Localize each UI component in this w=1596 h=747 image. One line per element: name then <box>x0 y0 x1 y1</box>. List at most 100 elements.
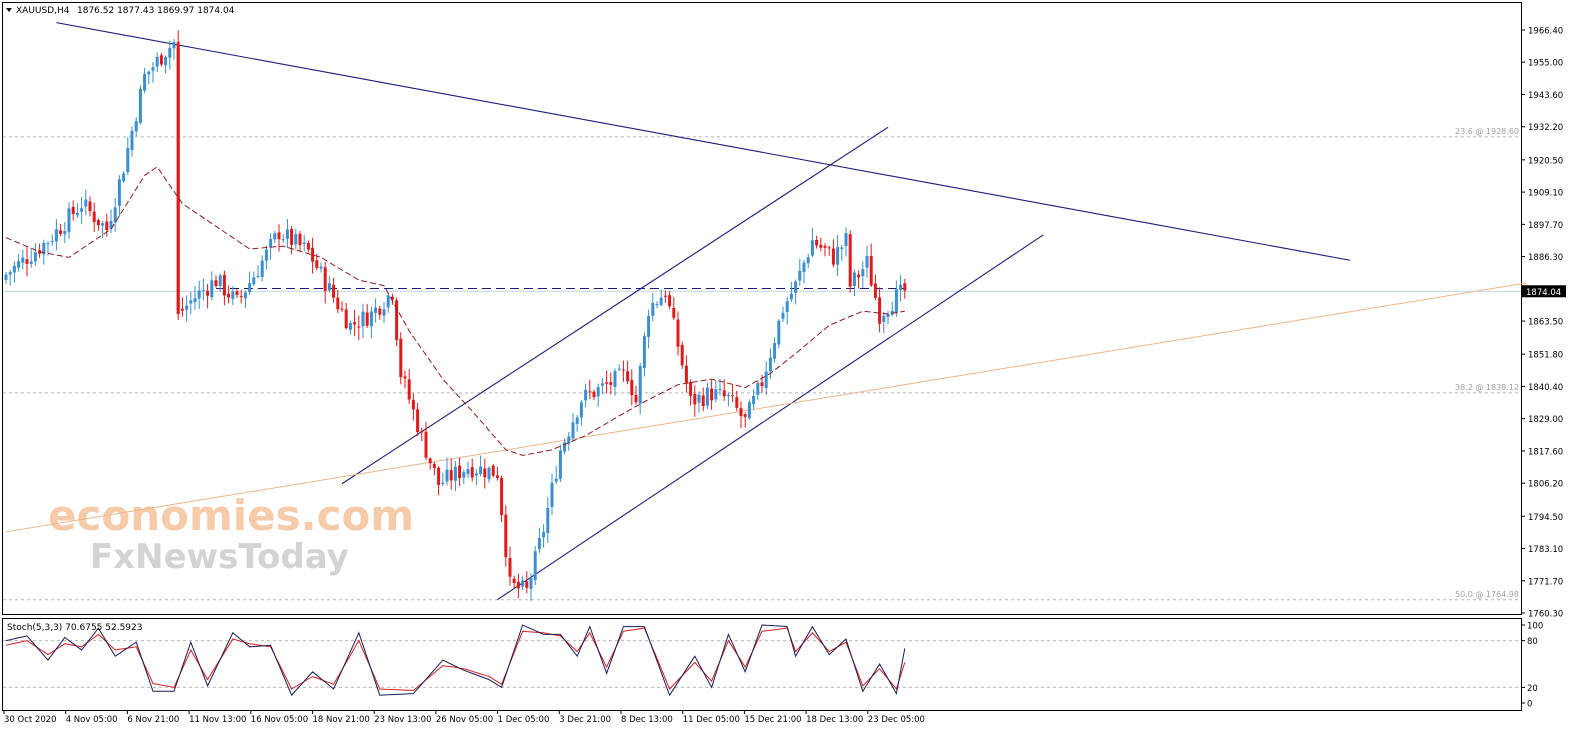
current-price-label: 1874.04 <box>1526 288 1561 298</box>
candle-body <box>428 458 432 464</box>
candle-body <box>155 56 159 67</box>
candle-body <box>29 261 33 265</box>
candle-body <box>693 394 697 405</box>
candle-body <box>180 308 184 311</box>
price-tick-label: 1760.30 <box>1528 610 1563 620</box>
stoch-tick-label: 100 <box>1527 622 1543 632</box>
candle-body <box>781 312 785 319</box>
candle-body <box>651 303 655 316</box>
fib-level-label: 38.2 @ 1838.12 <box>1455 383 1519 392</box>
candle-body <box>857 274 861 278</box>
candle-body <box>4 274 8 280</box>
candle-body <box>852 272 856 287</box>
candle-body <box>768 357 772 372</box>
candle-body <box>256 276 260 278</box>
candle-body <box>760 382 764 387</box>
candle-body <box>59 230 63 234</box>
candle-body <box>453 466 457 481</box>
candle-body <box>659 297 663 305</box>
candle-body <box>458 465 462 479</box>
candle-body <box>336 297 340 310</box>
candle-body <box>731 395 735 397</box>
candle-body <box>571 422 575 439</box>
candle-body <box>718 388 722 390</box>
candle-body <box>348 322 352 330</box>
candle-body <box>735 397 739 408</box>
candle-body <box>134 121 138 132</box>
candle-body <box>218 275 222 286</box>
candle-body <box>21 257 25 263</box>
candle-body <box>416 409 420 433</box>
candle-body <box>588 391 592 393</box>
candle-body <box>886 314 890 318</box>
candle-body <box>647 315 651 337</box>
candle-body <box>306 242 310 250</box>
candle-body <box>752 395 756 405</box>
candle-body <box>533 551 537 580</box>
candle-body <box>390 296 394 300</box>
time-tick-label: 23 Nov 13:00 <box>374 715 431 725</box>
candle-body <box>386 295 390 308</box>
candle-body <box>319 266 323 269</box>
candle-body <box>193 298 197 303</box>
candle-body <box>672 307 676 318</box>
candle-body <box>630 379 634 396</box>
candle-body <box>248 283 252 293</box>
candle-body <box>399 338 403 378</box>
candle-body <box>546 507 550 533</box>
candle-body <box>315 260 319 268</box>
candle-body <box>558 450 562 479</box>
candle-body <box>424 431 428 458</box>
candle-body <box>596 387 600 397</box>
candle-body <box>663 295 667 297</box>
candle-body <box>592 391 596 398</box>
fib-level-label: 23.6 @ 1928.60 <box>1455 127 1519 136</box>
current-price-badge <box>1522 285 1566 298</box>
candle-body <box>285 229 289 239</box>
candle-body <box>374 307 378 313</box>
stoch-tick-label: 80 <box>1527 637 1538 647</box>
candle-body <box>638 365 642 404</box>
candle-body <box>747 402 751 419</box>
trendline-lower-channel <box>497 234 1044 601</box>
candle-body <box>542 532 546 538</box>
candle-body <box>214 280 218 286</box>
candle-body <box>705 387 709 406</box>
candle-body <box>239 295 243 297</box>
stochastic-layer <box>3 624 1521 697</box>
candle-body <box>508 557 512 577</box>
candle-body <box>474 473 478 476</box>
price-tick-label: 1863.50 <box>1528 318 1563 328</box>
candle-body <box>281 239 285 241</box>
candle-body <box>605 382 609 384</box>
moving-average-layer <box>5 166 905 456</box>
trendline-long-term-ascending <box>5 282 1527 533</box>
candle-body <box>332 284 336 298</box>
candle-body <box>819 244 823 248</box>
price-tick-label: 1840.40 <box>1528 383 1563 393</box>
candle-body <box>17 261 21 268</box>
candle-body <box>773 343 777 359</box>
candle-body <box>269 239 273 248</box>
collapse-arrow-icon[interactable] <box>6 8 12 12</box>
candle-body <box>311 247 315 262</box>
price-tick-label: 1943.60 <box>1528 91 1563 101</box>
candle-body <box>621 369 625 371</box>
candle-body <box>529 577 533 589</box>
time-tick-label: 1 Dec 05:00 <box>498 715 550 725</box>
time-tick-label: 11 Nov 13:00 <box>189 715 246 725</box>
candle-body <box>222 274 226 296</box>
candle-body <box>395 300 399 341</box>
candle-body <box>25 259 29 264</box>
candle-body <box>382 309 386 316</box>
price-tick-label: 1897.70 <box>1528 221 1563 231</box>
candle-body <box>466 469 470 474</box>
candle-body <box>151 67 155 71</box>
candle-body <box>143 73 147 91</box>
candle-body <box>12 265 16 273</box>
price-tick-label: 1966.40 <box>1528 27 1563 37</box>
price-tick-label: 1771.70 <box>1528 577 1563 587</box>
candle-body <box>88 201 92 212</box>
candle-body <box>369 311 373 327</box>
time-tick-label: 15 Dec 21:00 <box>744 715 801 725</box>
